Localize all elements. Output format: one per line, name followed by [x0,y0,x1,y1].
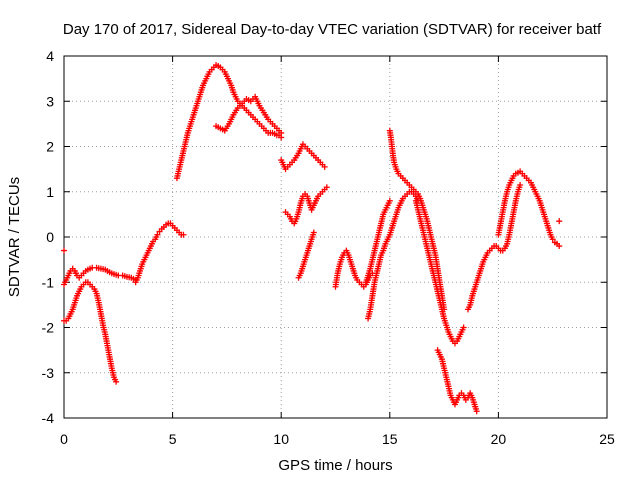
data-points [61,62,563,415]
data-point [310,229,317,236]
y-tick-label: -2 [42,320,55,336]
data-point [278,129,285,136]
y-tick-label: -3 [42,365,55,381]
x-tick-label: 25 [599,431,615,447]
y-tick-label: -4 [42,410,55,426]
data-point [473,408,480,415]
data-point [549,236,556,243]
y-tick-label: 1 [46,184,54,200]
x-tick-label: 10 [273,431,289,447]
data-point [154,231,161,238]
x-tick-label: 20 [491,431,507,447]
data-point [323,184,330,191]
grid [64,56,607,418]
data-point [113,378,120,385]
x-tick-labels: 0 5 10 15 20 25 [60,431,615,447]
plot-frame [63,55,608,419]
chart-title: Day 170 of 2017, Sidereal Day-to-day VTE… [63,21,602,38]
data-point [460,324,467,331]
y-axis-title: SDTVAR / TECUs [6,177,23,297]
data-point [61,247,67,254]
x-tick-label: 0 [60,431,68,447]
y-tick-label: -1 [42,274,55,290]
x-tick-label: 15 [382,431,398,447]
data-point [386,197,393,204]
y-tick-label: 3 [46,93,54,109]
y-tick-labels: -4 -3 -2 -1 0 1 2 3 4 [42,48,55,426]
data-point [321,163,328,170]
data-point [517,181,524,188]
data-point [556,218,563,225]
x-tick-label: 5 [169,431,177,447]
data-point [180,231,187,238]
y-tick-label: 2 [46,139,54,155]
y-tick-label: 0 [46,229,54,245]
data-point [556,243,563,250]
x-axis-title: GPS time / hours [278,457,392,474]
axis-ticks [63,55,608,419]
y-tick-label: 4 [46,48,54,64]
